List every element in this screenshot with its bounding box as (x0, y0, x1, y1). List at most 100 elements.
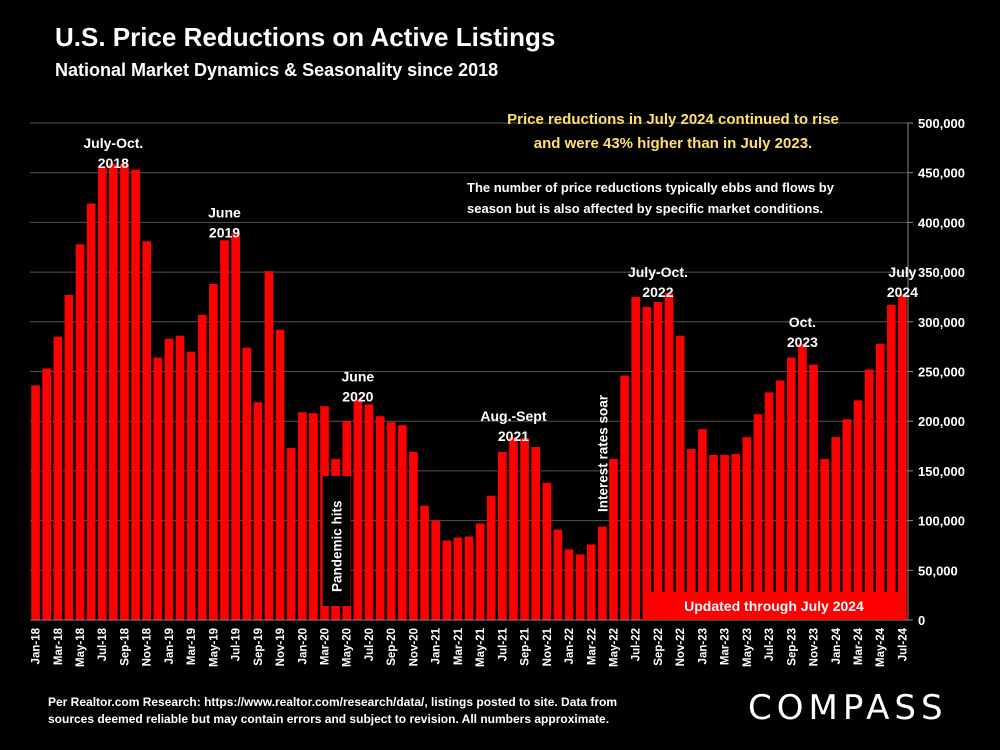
x-tick-label: Sep-18 (119, 627, 131, 665)
bar-Feb-18 (42, 368, 52, 620)
x-tick-label: Jul-24 (897, 627, 909, 661)
annotation-label: 2021 (498, 428, 529, 444)
x-tick-label: Mar-18 (53, 627, 65, 665)
x-tick-label: Jan-22 (564, 628, 576, 664)
y-tick-label: 150,000 (918, 464, 965, 479)
x-tick-label: Nov-20 (408, 628, 420, 666)
y-tick-label: 0 (918, 613, 925, 628)
annotation-label: Oct. (789, 314, 816, 330)
bar-Oct-20 (397, 425, 407, 620)
bar-Nov-20 (409, 452, 418, 620)
bar-Apr-18 (64, 294, 74, 620)
bar-May-22 (609, 458, 618, 620)
annotation-label: July (888, 264, 916, 280)
updated-banner-label: Updated through July 2024 (684, 598, 864, 614)
bar-Sep-21 (520, 438, 529, 620)
bar-Jan-23 (698, 429, 707, 620)
updated-banner-bg (643, 592, 905, 620)
source-note: Per Realtor.com Research: https://www.re… (48, 694, 728, 728)
bar-Dec-18 (153, 357, 163, 620)
bar-May-24 (875, 343, 885, 620)
event-label: Interest rates soar (595, 394, 610, 512)
y-axis-ticks: 0 50,000 100,000 150,000 200,000 250,000 300,0… (907, 116, 965, 628)
x-tick-label: Jan-20 (297, 628, 309, 664)
x-tick-label: Jan-24 (831, 627, 843, 664)
bar-Apr-23 (731, 454, 741, 620)
annotation-label: 2022 (642, 284, 673, 300)
x-tick-label: May-22 (608, 628, 620, 667)
x-tick-label: Sep-22 (653, 628, 665, 666)
x-tick-label: May-23 (742, 628, 754, 667)
bar-Feb-22 (575, 554, 585, 620)
annotation-label: 2020 (342, 388, 373, 404)
y-tick-label: 200,000 (918, 414, 965, 429)
bar-May-19 (209, 284, 218, 620)
bar-Feb-24 (842, 419, 852, 620)
x-tick-label: May-21 (475, 627, 487, 667)
chart-title: U.S. Price Reductions on Active Listings (55, 22, 556, 52)
event-label: Pandemic hits (330, 500, 345, 592)
bar-Nov-18 (142, 241, 152, 620)
x-tick-label: May-24 (875, 627, 887, 667)
x-tick-label: May-19 (208, 628, 220, 667)
annotation-label: July-Oct. (628, 264, 688, 280)
bar-Jul-22 (631, 296, 641, 620)
x-tick-label: Mar-20 (320, 628, 332, 665)
source-note-line2: sources deemed reliable but may contain … (48, 712, 610, 726)
bar-Jun-22 (620, 375, 629, 620)
x-tick-label: Jul-21 (497, 627, 509, 661)
bar-Jan-21 (431, 520, 440, 620)
x-tick-label: Mar-22 (586, 628, 598, 665)
callout-note-line2: season but is also affected by specific … (467, 201, 823, 216)
bar-Sep-18 (120, 163, 129, 620)
y-tick-label: 400,000 (918, 215, 965, 230)
annotation-label: 2019 (209, 224, 240, 240)
bar-Mar-22 (586, 544, 596, 620)
x-tick-label: Mar-19 (186, 628, 198, 665)
bar-Nov-22 (675, 335, 685, 620)
bar-May-21 (475, 523, 485, 620)
bar-Jul-24 (898, 293, 907, 620)
bar-Aug-21 (509, 437, 518, 620)
x-tick-label: May-18 (75, 627, 87, 667)
bar-Apr-21 (464, 536, 474, 620)
bar-Jan-19 (164, 338, 174, 620)
x-tick-label: Mar-21 (453, 627, 465, 665)
source-note-line1: Per Realtor.com Research: https://www.re… (48, 695, 618, 709)
x-tick-label: Nov-23 (809, 628, 821, 666)
bar-Jun-18 (86, 203, 96, 620)
bar-May-18 (75, 244, 85, 620)
bar-Jun-20 (353, 399, 363, 620)
callout-box: Price reductions in July 2024 continued … (467, 111, 839, 216)
x-tick-label: Mar-23 (720, 628, 732, 665)
bar-Sep-23 (786, 357, 796, 620)
x-tick-label: Jul-18 (97, 627, 109, 661)
chart-subtitle: National Market Dynamics & Seasonality s… (55, 60, 499, 80)
y-tick-label: 100,000 (918, 514, 965, 529)
x-axis-ticks: Jan-18 Mar-18 May-18 Jul-18 Sep-18 Nov-18 Jan-… (30, 619, 909, 667)
bar-Feb-20 (309, 413, 318, 620)
bar-Apr-22 (598, 526, 607, 620)
x-tick-label: Nov-21 (542, 627, 554, 666)
bar-Oct-23 (798, 343, 807, 620)
event-label-bg (322, 476, 351, 606)
bar-Sep-20 (386, 422, 396, 620)
annotations: July-Oct. 2018 June 2019 June 2020 Aug.-Sept 20… (83, 135, 918, 606)
bar-Mar-21 (453, 537, 463, 620)
bars (31, 163, 907, 621)
bar-Jun-21 (486, 495, 496, 620)
y-tick-label: 350,000 (918, 265, 965, 280)
bar-Dec-21 (553, 529, 563, 620)
bar-Dec-19 (286, 448, 296, 620)
x-tick-label: Sep-21 (520, 627, 532, 665)
bar-Jan-24 (831, 437, 841, 620)
y-tick-label: 450,000 (918, 166, 965, 181)
bar-Mar-19 (186, 351, 196, 620)
bar-Dec-20 (420, 505, 429, 620)
x-tick-label: Jan-18 (31, 627, 43, 664)
x-tick-label: Jul-23 (764, 628, 776, 661)
bar-Jun-19 (220, 240, 229, 621)
y-tick-label: 250,000 (918, 365, 965, 380)
bar-May-23 (742, 437, 752, 620)
